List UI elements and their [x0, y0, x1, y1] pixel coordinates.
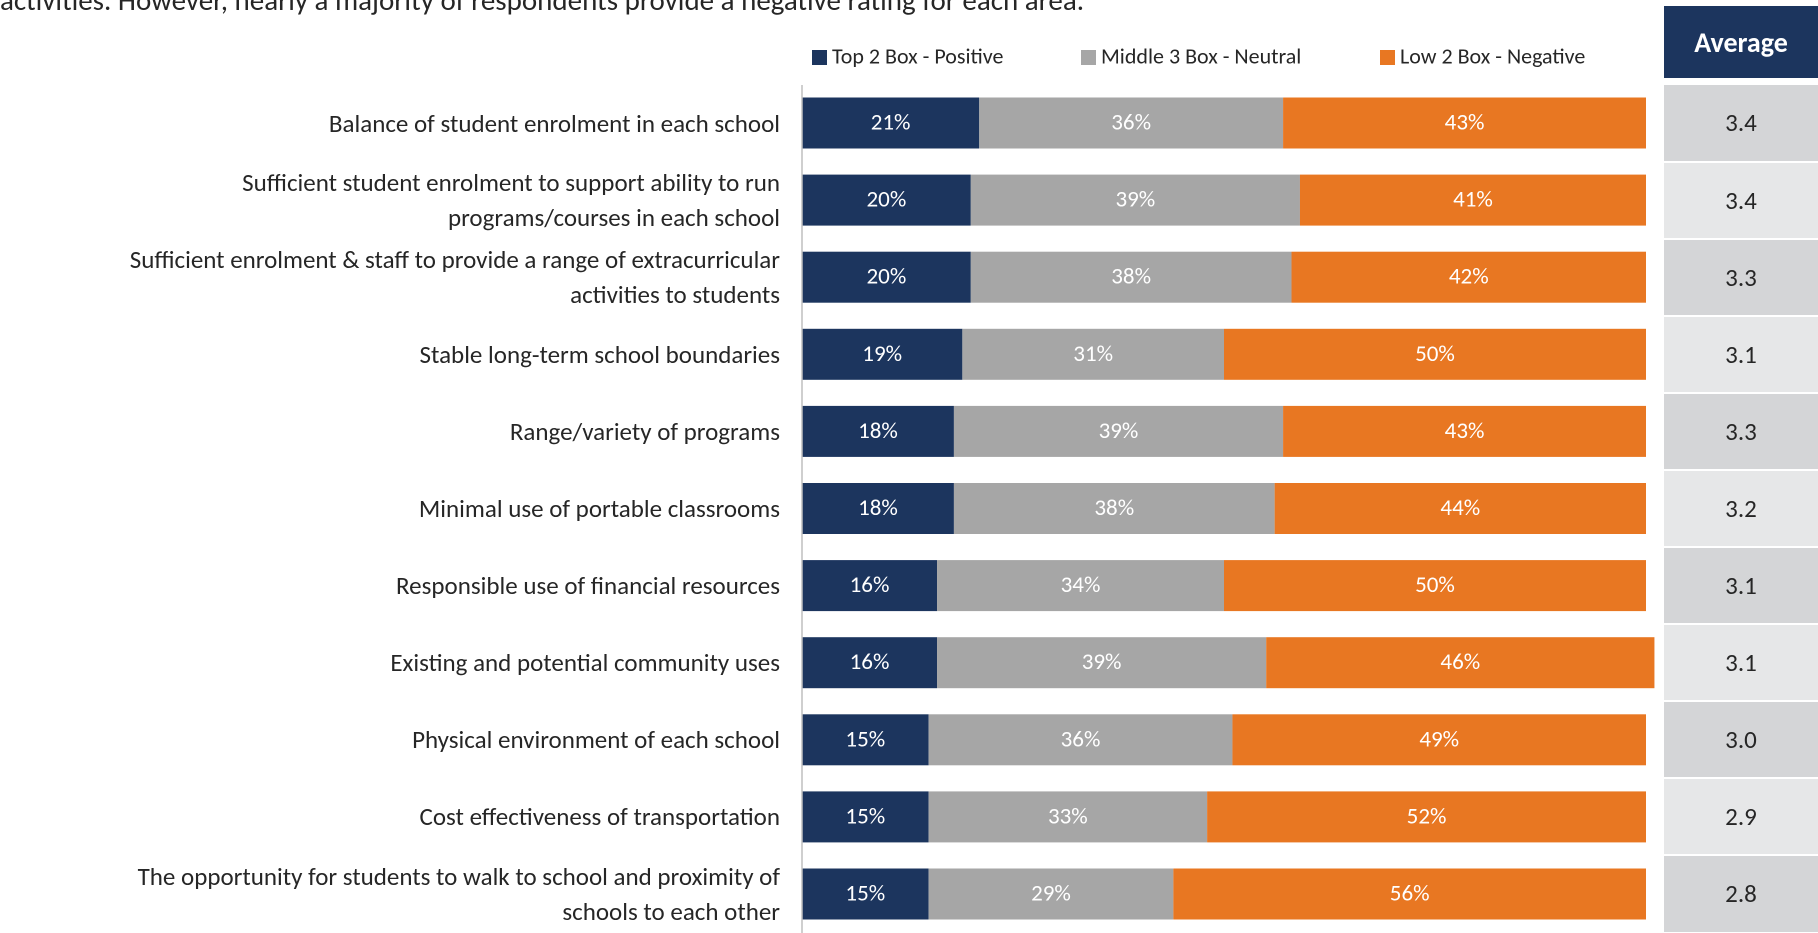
- category-label: Stable long-term school boundaries: [419, 338, 780, 370]
- category-label: The opportunity for students to walk to …: [137, 861, 780, 927]
- category-label: Cost effectiveness of transportation: [419, 801, 780, 833]
- bar-segment: [802, 483, 954, 534]
- data-label: 39%: [1082, 648, 1122, 676]
- data-label: 20%: [867, 186, 907, 214]
- average-cell: 3.2: [1664, 470, 1818, 547]
- bar-segment: [802, 174, 971, 226]
- legend-label: Top 2 Box - Positive: [832, 42, 1004, 69]
- category-label: Minimal use of portable classrooms: [418, 493, 780, 524]
- category-label: Physical environment of each school: [412, 724, 780, 756]
- data-label: 42%: [1449, 263, 1489, 291]
- data-label: 16%: [850, 571, 890, 599]
- data-label: 18%: [858, 417, 898, 445]
- legend-label: Low 2 Box - Negative: [1400, 42, 1585, 69]
- data-label: 43%: [1445, 108, 1485, 136]
- bar-segment: [1299, 174, 1646, 226]
- bar-segment: [802, 868, 929, 920]
- category-label: Sufficient student enrolment to support …: [242, 167, 780, 234]
- data-label: 36%: [1111, 108, 1151, 136]
- average-cell: 3.3: [1664, 393, 1818, 469]
- bar-segment: [802, 560, 938, 612]
- data-label: 39%: [1115, 186, 1155, 214]
- data-label: 15%: [845, 725, 885, 753]
- bar-segment: [802, 405, 954, 457]
- bar-segment: [970, 174, 1300, 226]
- bar-segment: [928, 791, 1208, 843]
- legend-swatch: [812, 50, 827, 65]
- data-label: 29%: [1031, 879, 1071, 907]
- bar-segment: [1266, 637, 1655, 689]
- data-label: 15%: [845, 802, 885, 830]
- bar-segment: [979, 97, 1284, 149]
- category-label: Sufficient enrolment & staff to provide …: [129, 244, 780, 311]
- bar-segment: [953, 483, 1275, 534]
- average-header: Average: [1664, 6, 1818, 78]
- category-label: Existing and potential community uses: [390, 647, 780, 679]
- data-label: 49%: [1419, 725, 1459, 753]
- data-label: 41%: [1453, 186, 1493, 214]
- bar-segment: [802, 714, 929, 766]
- average-cell: 3.1: [1664, 316, 1818, 392]
- bar-segment: [802, 791, 929, 843]
- data-label: 44%: [1440, 494, 1480, 522]
- data-label: 43%: [1445, 417, 1485, 445]
- bar-segment: [802, 637, 938, 689]
- data-label: 50%: [1415, 571, 1455, 599]
- bar-segment: [802, 328, 963, 380]
- data-label: 46%: [1440, 648, 1480, 676]
- bar-segment: [1291, 251, 1646, 303]
- data-label: 16%: [850, 648, 890, 676]
- bar-segment: [937, 560, 1224, 612]
- average-cell: 2.9: [1664, 779, 1818, 855]
- data-label: 38%: [1111, 263, 1151, 291]
- bar-segment: [962, 328, 1224, 380]
- legend-label: Middle 3 Box - Neutral: [1101, 42, 1301, 69]
- bar-segment: [802, 97, 980, 149]
- legend-swatch: [1081, 50, 1096, 65]
- bar-segment: [1207, 791, 1646, 843]
- data-label: 56%: [1390, 879, 1430, 907]
- data-label: 38%: [1094, 494, 1134, 522]
- average-cell: 3.4: [1664, 85, 1818, 161]
- data-label: 19%: [862, 340, 902, 368]
- bar-segment: [970, 251, 1292, 303]
- data-label: 18%: [858, 494, 898, 522]
- bar-segment: [1224, 328, 1646, 380]
- average-cell: 3.1: [1664, 625, 1818, 701]
- bar-segment: [1232, 714, 1646, 766]
- bar-segment: [802, 251, 971, 303]
- bar-segment: [937, 637, 1267, 689]
- bar-segment: [1224, 560, 1646, 612]
- title: activities. However, nearly a majority o…: [0, 0, 1085, 18]
- average-cell: 3.0: [1664, 702, 1818, 778]
- bar-segment: [1283, 97, 1646, 149]
- bar-segment: [1274, 483, 1646, 534]
- data-label: 39%: [1099, 417, 1139, 445]
- bar-segment: [1173, 868, 1646, 920]
- bar-segment: [1283, 405, 1646, 457]
- average-cell: 3.4: [1664, 162, 1818, 238]
- data-label: 34%: [1061, 571, 1101, 599]
- average-cell: 3.3: [1664, 239, 1818, 315]
- data-label: 33%: [1048, 802, 1088, 830]
- category-label: Responsible use of financial resources: [396, 570, 780, 602]
- data-label: 20%: [867, 263, 907, 291]
- data-label: 21%: [871, 108, 911, 136]
- bar-segment: [953, 405, 1284, 457]
- legend-swatch: [1380, 50, 1395, 65]
- data-label: 50%: [1415, 340, 1455, 368]
- bar-segment: [928, 868, 1174, 920]
- average-cell: 2.8: [1664, 856, 1818, 932]
- data-label: 36%: [1061, 725, 1101, 753]
- category-label: Range/variety of programs: [509, 415, 780, 447]
- bar-segment: [928, 714, 1233, 766]
- average-cell: 3.1: [1664, 548, 1818, 624]
- data-label: 15%: [845, 879, 885, 907]
- category-label: Balance of student enrolment in each sch…: [328, 107, 780, 139]
- data-label: 52%: [1407, 802, 1447, 830]
- data-label: 31%: [1073, 340, 1113, 368]
